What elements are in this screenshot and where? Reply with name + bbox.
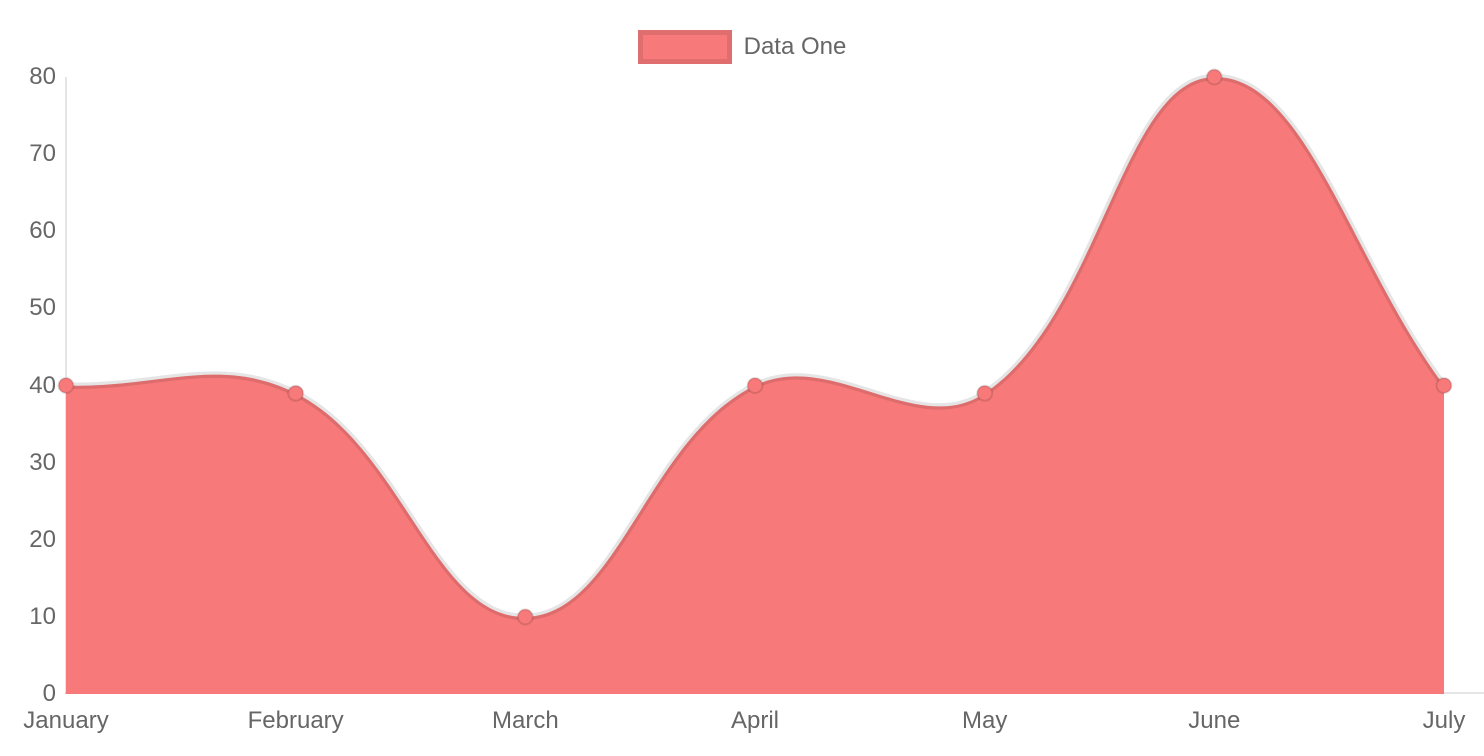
y-tick-label-60: 60: [29, 217, 56, 245]
data-point-march[interactable]: [516, 608, 534, 626]
y-tick-label-10: 10: [29, 602, 56, 630]
data-point-july[interactable]: [1435, 377, 1453, 394]
x-tick-label-july: July: [1422, 707, 1466, 734]
x-tick-label-february: February: [247, 707, 344, 734]
legend-label: Data One: [743, 33, 847, 60]
data-point-may[interactable]: [976, 384, 994, 402]
x-tick-label-april: April: [730, 707, 780, 734]
x-tick-label-march: March: [491, 707, 559, 734]
data-point-january[interactable]: [57, 377, 75, 394]
y-tick-label-20: 20: [29, 525, 56, 553]
chart-legend: Data One: [0, 30, 1484, 64]
legend-swatch: [637, 30, 732, 64]
y-tick-label-50: 50: [29, 294, 56, 322]
data-point-february[interactable]: [287, 384, 305, 402]
y-tick-label-30: 30: [29, 448, 56, 476]
y-tick-label-40: 40: [29, 371, 56, 399]
y-tick-label-70: 70: [29, 140, 56, 168]
area-fill: [66, 76, 1444, 694]
data-point-june[interactable]: [1205, 68, 1223, 86]
x-tick-label-may: May: [961, 707, 1008, 734]
x-tick-label-january: January: [23, 707, 109, 734]
y-tick-label-80: 80: [29, 63, 56, 90]
x-tick-label-june: June: [1188, 707, 1241, 734]
data-point-april[interactable]: [746, 377, 764, 394]
legend-item-data-one[interactable]: Data One: [637, 30, 847, 64]
y-tick-label-0: 0: [42, 680, 56, 707]
